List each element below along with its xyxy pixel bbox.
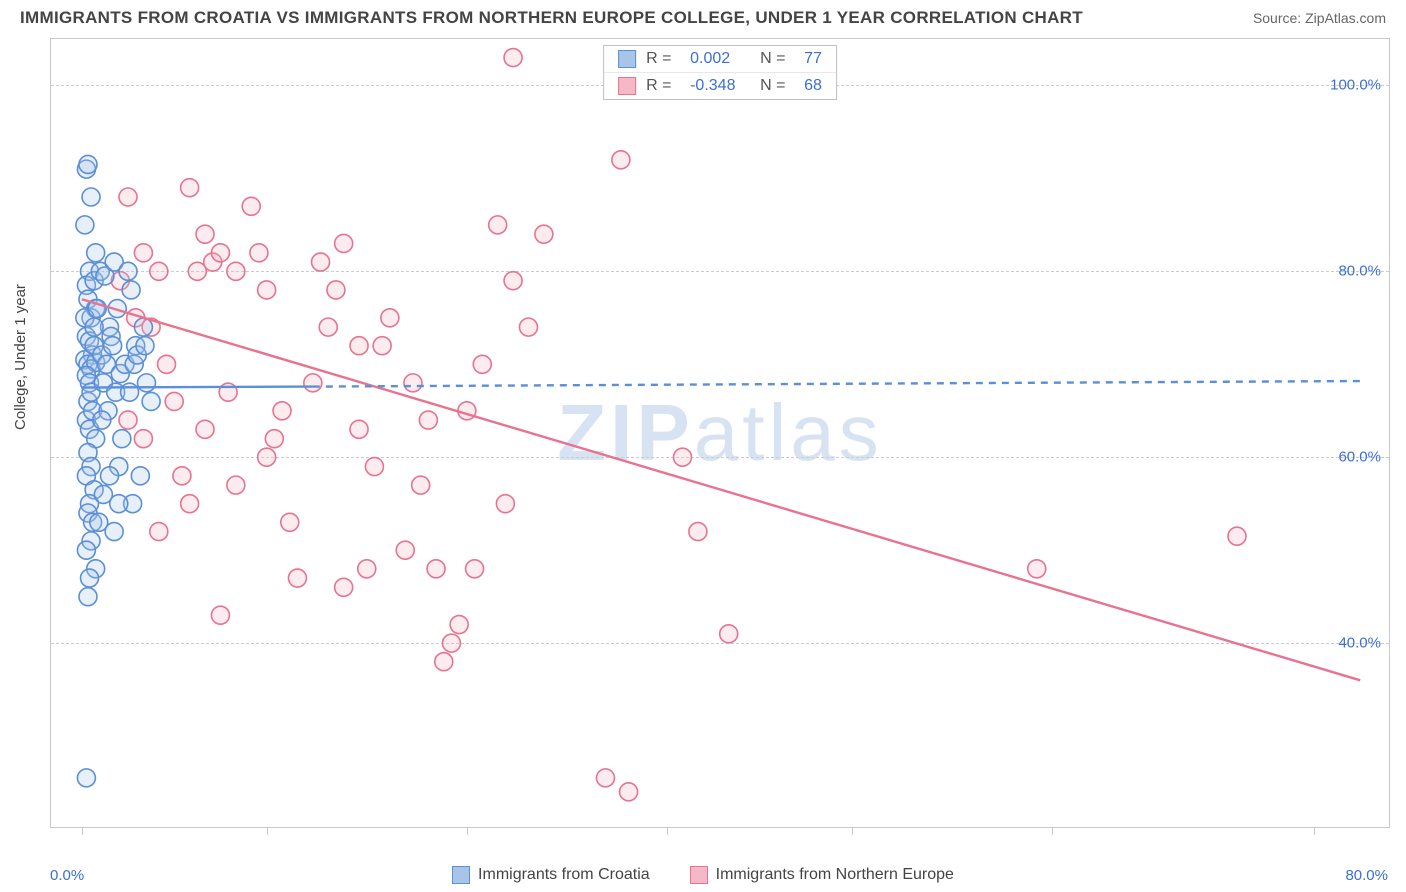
x-tick-label-max: 80.0% [1345, 867, 1388, 884]
n-label: N = [760, 77, 794, 95]
y-axis-label: College, Under 1 year [12, 284, 29, 430]
plot-area: ZIPatlas 40.0%60.0%80.0%100.0% R = 0.002… [50, 38, 1390, 828]
legend-label-series2: Immigrants from Northern Europe [716, 866, 954, 884]
n-value-series2: 68 [804, 77, 822, 95]
n-label: N = [760, 50, 794, 68]
r-label: R = [646, 50, 680, 68]
swatch-series2 [618, 77, 636, 95]
r-value-series1: 0.002 [690, 50, 750, 68]
stats-row-series2: R = -0.348 N = 68 [604, 72, 836, 99]
title-bar: IMMIGRANTS FROM CROATIA VS IMMIGRANTS FR… [0, 0, 1406, 34]
x-tick-label-min: 0.0% [50, 867, 84, 884]
chart-title: IMMIGRANTS FROM CROATIA VS IMMIGRANTS FR… [20, 8, 1083, 28]
n-value-series1: 77 [804, 50, 822, 68]
bottom-legend: 0.0% Immigrants from Croatia Immigrants … [0, 866, 1406, 884]
stats-row-series1: R = 0.002 N = 77 [604, 46, 836, 72]
legend-item-series1: Immigrants from Croatia [452, 866, 650, 884]
legend-swatch-series1 [452, 866, 470, 884]
legend-label-series1: Immigrants from Croatia [478, 866, 650, 884]
source-label: Source: ZipAtlas.com [1253, 10, 1386, 26]
legend-item-series2: Immigrants from Northern Europe [690, 866, 954, 884]
r-value-series2: -0.348 [690, 77, 750, 95]
scatter-svg [51, 39, 1389, 827]
legend-swatch-series2 [690, 866, 708, 884]
r-label: R = [646, 77, 680, 95]
swatch-series1 [618, 50, 636, 68]
stats-legend: R = 0.002 N = 77 R = -0.348 N = 68 [603, 45, 837, 100]
